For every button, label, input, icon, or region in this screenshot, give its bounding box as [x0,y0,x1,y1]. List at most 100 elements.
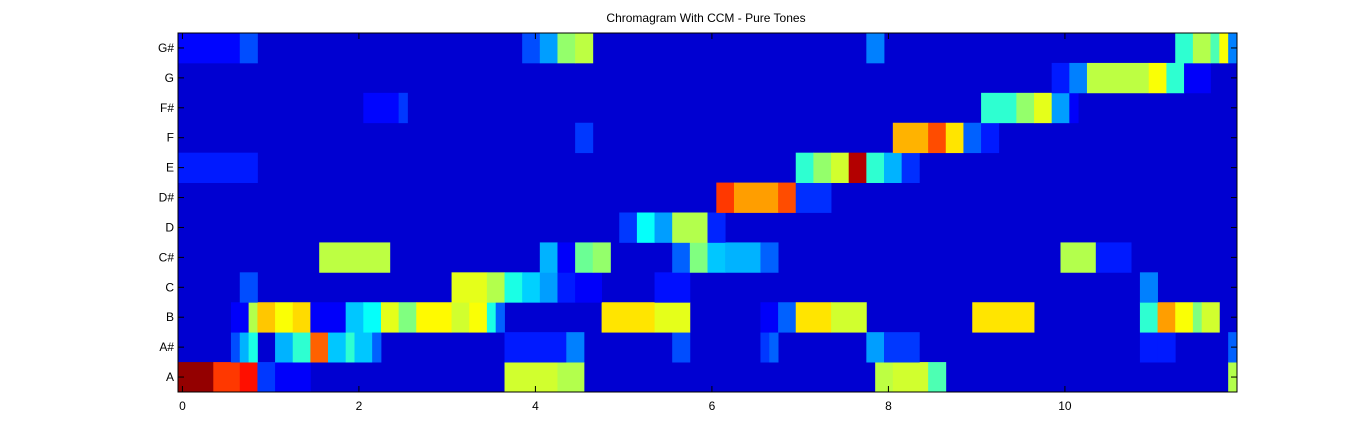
heatmap-cell [178,33,241,64]
heatmap-cell [239,332,249,363]
heatmap-cell [672,242,691,273]
heatmap-cell [866,332,885,363]
heatmap-cell [504,332,567,363]
heatmap-cell [636,212,655,243]
heatmap-cell [539,272,558,303]
heatmap-cell [1051,62,1070,94]
heatmap-cell [248,302,258,333]
heatmap-cell [380,302,400,333]
heatmap-cell [504,362,558,393]
heatmap-cell [892,122,929,154]
heatmap-cell [760,332,770,363]
heatmap-cell [672,212,708,243]
heatmap-cell [1016,92,1035,124]
heatmap-cell [928,122,947,154]
heatmap-cell [778,302,797,333]
heatmap-cell [892,362,929,393]
heatmap-cell [292,332,311,363]
y-tick-label: F [167,131,174,145]
chart-title: Chromagram With CCM - Pure Tones [606,11,805,25]
heatmap-cell [451,302,470,333]
x-tick-label: 10 [1058,399,1072,413]
heatmap-cell [866,33,885,64]
heatmap-cell [275,362,311,393]
heatmap-cell [733,182,779,213]
axes-frame [177,32,1238,393]
heatmap-cell [1201,302,1220,333]
heatmap-cell [875,362,894,393]
x-tick-label: 2 [356,399,363,413]
heatmap-cell [292,302,311,333]
heatmap-cell [848,152,867,183]
heatmap-cell [1219,33,1229,64]
axis-ticks: A A# B C C# D D# E F F# G G# 0 2 4 6 8 10 [158,33,1237,413]
heatmap-cell [213,362,241,393]
y-tick-label: G# [158,41,174,55]
heatmap-cell [257,302,276,333]
heatmap-cell [831,302,867,333]
heatmap-cell [1139,272,1158,303]
heatmap-cell [795,152,814,183]
heatmap-cell [539,33,558,64]
heatmap-cell [901,152,920,183]
heatmap-cell [310,332,329,363]
heatmap-cell [557,33,576,64]
heatmap-cell [239,362,258,393]
heatmap-cell [328,332,347,363]
heatmap-cell [601,302,655,333]
heatmap-cell [557,272,576,303]
heatmap-cell [972,302,1035,333]
heatmap-cell [760,242,779,273]
y-tick-label: C [165,280,174,294]
heatmap-cells [178,33,1238,393]
heatmap-cell [310,302,347,333]
heatmap-cell [363,92,400,124]
heatmap-cell [654,212,673,243]
heatmap-cell [416,302,452,333]
heatmap-cell [654,272,691,303]
heatmap-cell [178,152,258,183]
heatmap-cell [1069,92,1079,124]
x-tick-label: 6 [709,399,716,413]
heatmap-cell [239,33,258,64]
heatmap-cell [1184,62,1211,94]
heatmap-cell [566,332,585,363]
heatmap-cell [689,242,708,273]
heatmap-cell [1095,242,1132,273]
heatmap-cell [654,302,691,333]
heatmap-cell [1034,92,1053,124]
heatmap-cell [575,33,594,64]
heatmap-cell [884,152,903,183]
heatmap-cell [945,122,964,154]
heatmap-cell [928,362,947,393]
heatmap-cell [981,122,1000,154]
heatmap-cell [319,242,391,273]
y-tick-label: D [165,220,174,234]
heatmap-cell [495,302,505,333]
heatmap-cell [398,92,408,124]
heatmap-cell [707,242,726,273]
heatmap-cell [1157,332,1176,363]
heatmap-cell [1210,33,1220,64]
heatmap-cell [1086,62,1150,94]
heatmap-cell [981,92,1017,124]
heatmap-cell [1175,302,1194,333]
heatmap-cell [239,272,258,303]
heatmap-cell [575,122,594,154]
heatmap-cell [398,302,417,333]
heatmap-cell [504,272,523,303]
heatmap-cell [760,302,779,333]
x-tick-label: 0 [179,399,186,413]
heatmap-cell [1148,62,1167,94]
heatmap-cell [866,152,885,183]
y-tick-label: G [165,71,174,85]
heatmap-cell [884,332,920,363]
heatmap-cell [275,302,294,333]
heatmap-cell [275,332,294,363]
heatmap-cell [813,152,832,183]
heatmap-cell [248,332,258,363]
heatmap-cell [1139,302,1158,333]
heatmap-cell [795,182,832,213]
heatmap-cell [1175,33,1194,64]
